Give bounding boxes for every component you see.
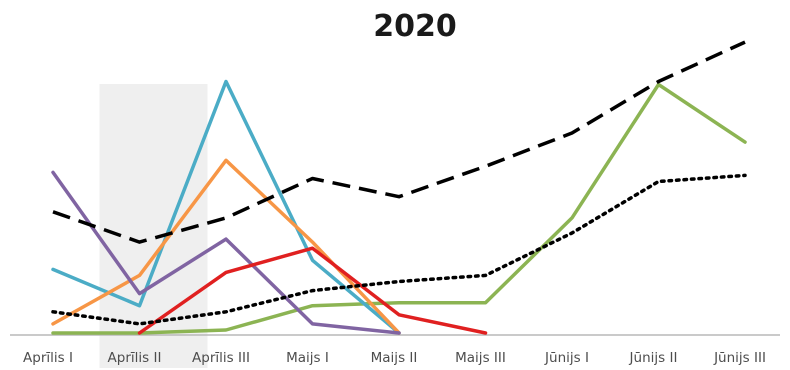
series-line-2 xyxy=(51,173,747,326)
x-tick-label: Aprīlis II xyxy=(108,350,162,366)
x-tick-label: Maijs I xyxy=(286,350,329,366)
chart-title: 2020 xyxy=(373,9,457,44)
series-line-1 xyxy=(52,40,746,244)
x-tick-label: Jūnijs III xyxy=(713,350,766,366)
x-tick-label: Maijs III xyxy=(455,350,506,366)
x-tick-label: Jūnijs II xyxy=(629,350,678,366)
x-tick-label: Aprīlis III xyxy=(192,350,250,366)
series-line-3 xyxy=(51,82,747,335)
series-line-6 xyxy=(51,170,401,335)
highlight-band xyxy=(99,84,208,368)
series-line-4 xyxy=(51,79,401,335)
x-tick-label: Jūnijs I xyxy=(544,350,589,366)
x-tick-label: Aprīlis I xyxy=(23,350,73,366)
x-tick-labels: Aprīlis I Aprīlis II Aprīlis III Maijs I Mai… xyxy=(23,350,766,366)
series-layer xyxy=(51,40,747,335)
x-tick-label: Maijs II xyxy=(371,350,418,366)
series-line-7 xyxy=(137,246,488,335)
